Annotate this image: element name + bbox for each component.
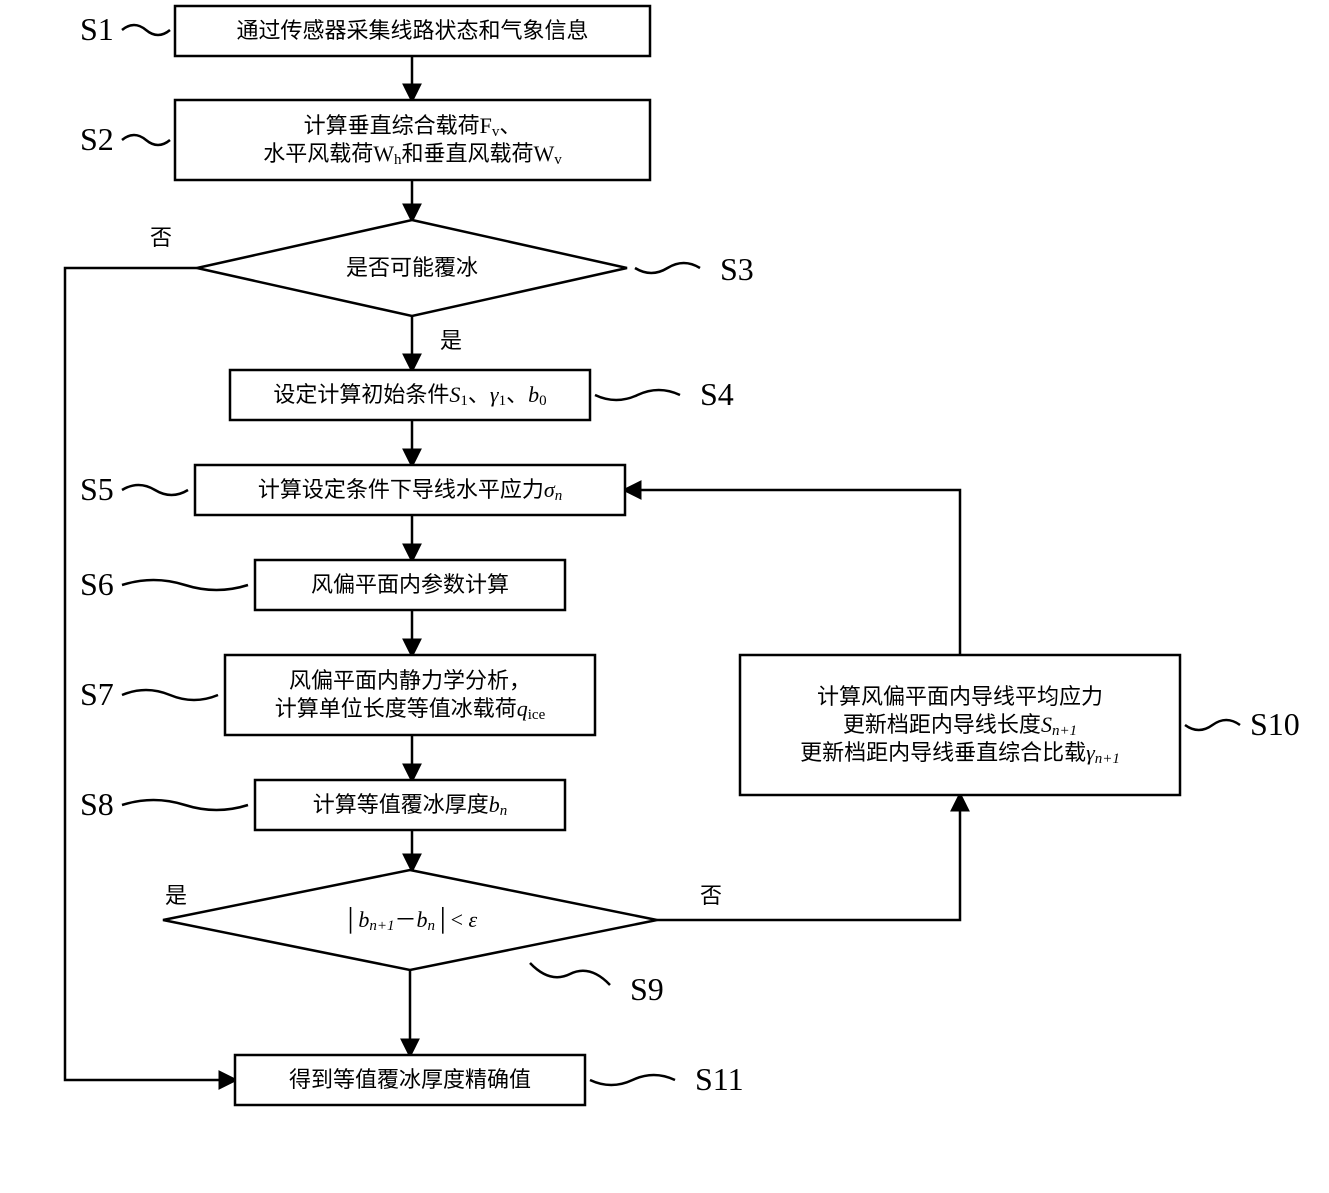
node-s11-text: 得到等值覆冰厚度精确值 [289,1067,531,1092]
edge-s9-s10: 否 [657,795,960,920]
svg-text:S1: S1 [80,11,114,47]
step-label-s5: S5 [80,471,188,507]
node-s7-text: 风偏平面内静力学分析，计算单位长度等值冰载荷qice [275,668,546,723]
node-s9-text: │bn+1－bn│< ε [343,906,478,934]
svg-text:S7: S7 [80,676,114,712]
node-s2: 计算垂直综合载荷Fv、水平风载荷Wh和垂直风载荷Wv [175,100,650,180]
node-s8-text: 计算等值覆冰厚度bn [313,792,508,819]
step-label-s8: S8 [80,786,248,822]
edge-s3-s4: 是 [412,316,462,370]
step-label-s6: S6 [80,566,248,602]
node-s3-text: 是否可能覆冰 [346,255,478,280]
node-s5: 计算设定条件下导线水平应力σn [195,465,625,515]
svg-text:是: 是 [165,883,187,908]
node-s4: 设定计算初始条件S1、γ1、b0 [230,370,590,420]
svg-text:S2: S2 [80,121,114,157]
svg-text:S9: S9 [630,971,664,1007]
node-s3: 是否可能覆冰 [197,220,627,316]
node-s10-text: 计算风偏平面内导线平均应力更新档距内导线长度Sn+1更新档距内导线垂直综合比载γ… [800,684,1120,767]
step-label-s4: S4 [595,376,734,412]
node-s9: │bn+1－bn│< ε [163,870,657,970]
node-s10: 计算风偏平面内导线平均应力更新档距内导线长度Sn+1更新档距内导线垂直综合比载γ… [740,655,1180,795]
step-label-s10: S10 [1185,706,1300,742]
edge-s3-s11: 否 [65,225,235,1080]
step-label-s9: S9 [530,963,664,1007]
svg-text:S11: S11 [695,1061,744,1097]
node-s7: 风偏平面内静力学分析，计算单位长度等值冰载荷qice [225,655,595,735]
svg-text:S3: S3 [720,251,754,287]
node-s11: 得到等值覆冰厚度精确值 [235,1055,585,1105]
step-label-s1: S1 [80,11,170,47]
svg-text:S10: S10 [1250,706,1300,742]
step-label-s2: S2 [80,121,170,157]
node-s6-text: 风偏平面内参数计算 [311,572,509,597]
step-label-s7: S7 [80,676,218,712]
node-s1-text: 通过传感器采集线路状态和气象信息 [236,18,588,43]
svg-text:否: 否 [700,883,722,908]
edge-s10-s5 [625,490,960,655]
svg-text:S5: S5 [80,471,114,507]
node-s8: 计算等值覆冰厚度bn [255,780,565,830]
svg-text:S4: S4 [700,376,734,412]
node-s5-text: 计算设定条件下导线水平应力σn [258,477,562,504]
node-s4-text: 设定计算初始条件S1、γ1、b0 [273,382,546,409]
node-s6: 风偏平面内参数计算 [255,560,565,610]
svg-text:否: 否 [150,225,172,250]
svg-text:是: 是 [440,328,462,353]
step-label-s3: S3 [635,251,754,287]
flowchart: 是否是否通过传感器采集线路状态和气象信息计算垂直综合载荷Fv、水平风载荷Wh和垂… [0,0,1329,1193]
svg-text:S6: S6 [80,566,114,602]
node-s1: 通过传感器采集线路状态和气象信息 [175,6,650,56]
step-label-s11: S11 [590,1061,744,1097]
node-s2-text: 计算垂直综合载荷Fv、水平风载荷Wh和垂直风载荷Wv [263,113,562,168]
svg-text:S8: S8 [80,786,114,822]
